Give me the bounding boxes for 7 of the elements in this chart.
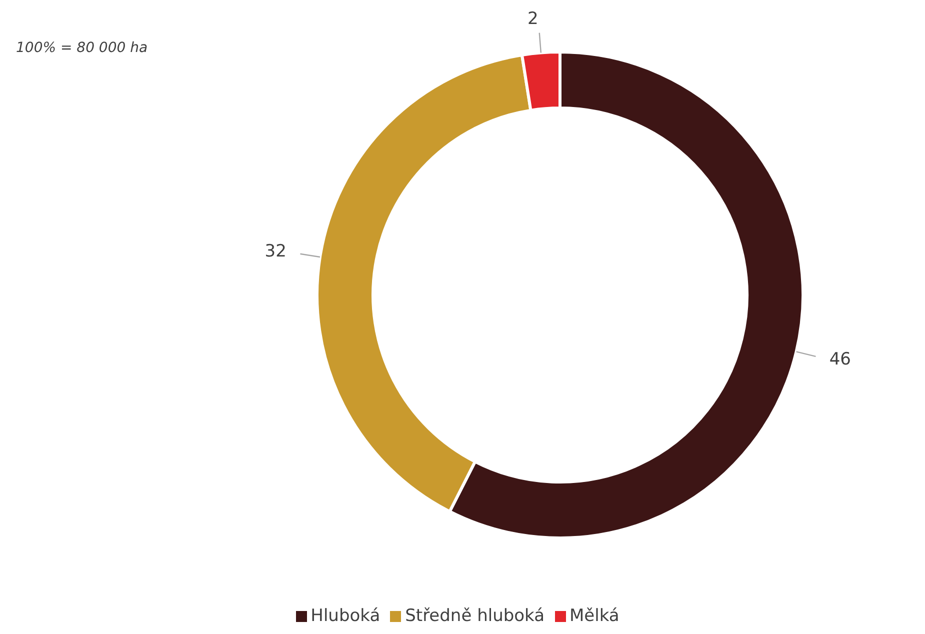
data-label: 32 bbox=[264, 242, 286, 262]
legend-label: Hluboká bbox=[310, 606, 380, 626]
legend-label: Středně hluboká bbox=[405, 606, 544, 626]
legend-label: Mělká bbox=[570, 606, 620, 626]
text: 100% = 80 000 ha bbox=[16, 40, 148, 56]
data-label: 2 bbox=[527, 8, 538, 29]
data-label: 46 bbox=[829, 350, 851, 370]
